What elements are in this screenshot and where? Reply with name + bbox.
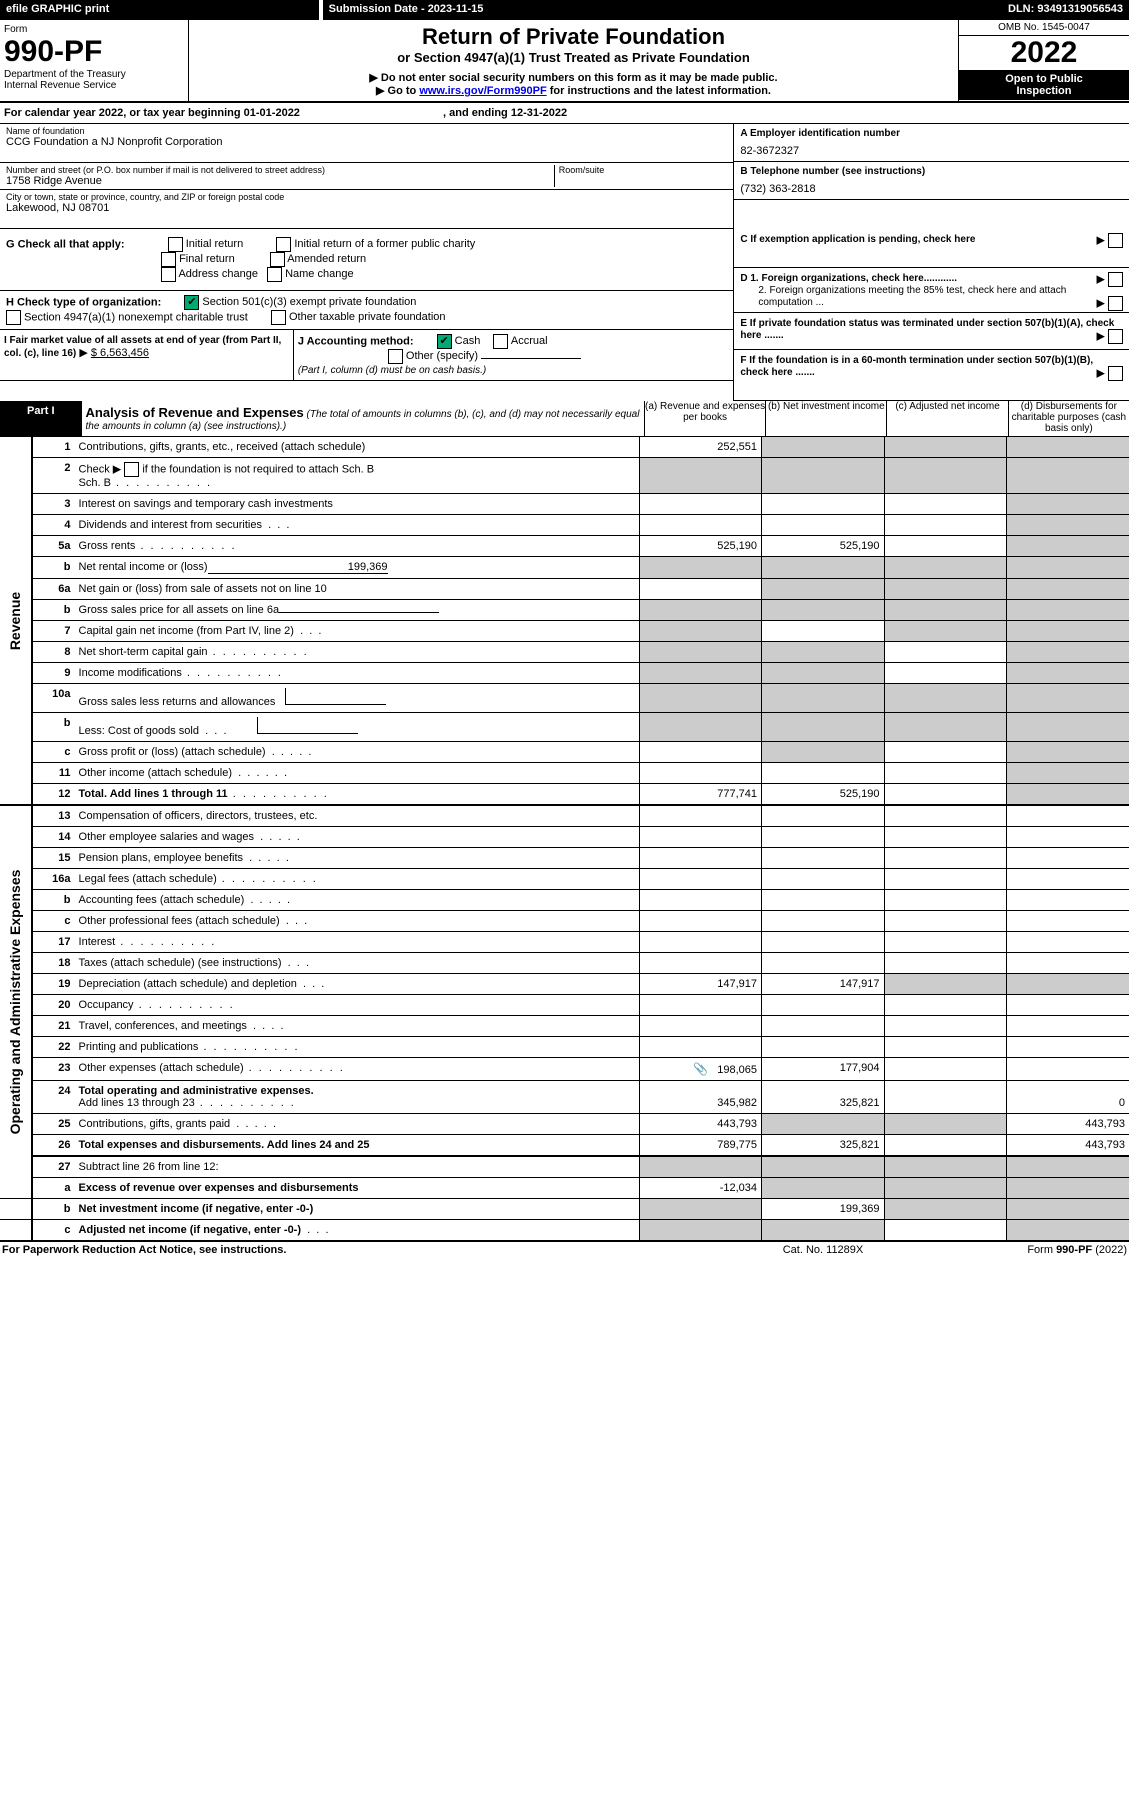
initial-return-chk[interactable]: [168, 237, 183, 252]
c-chk[interactable]: [1108, 233, 1123, 248]
col-c: (c) Adjusted net income: [887, 401, 1008, 437]
col-b: (b) Net investment income: [766, 401, 887, 437]
d1-chk[interactable]: [1108, 272, 1123, 287]
g-label: G Check all that apply:: [6, 238, 125, 250]
i-value: $ 6,563,456: [91, 347, 149, 359]
form-subtitle: or Section 4947(a)(1) Trust Treated as P…: [193, 50, 954, 65]
e-chk[interactable]: [1108, 329, 1123, 344]
f-label: F If the foundation is in a 60-month ter…: [740, 355, 1093, 378]
calendar-year-row: For calendar year 2022, or tax year begi…: [0, 103, 1129, 124]
revenue-label: Revenue: [7, 591, 23, 649]
phone: (732) 363-2818: [740, 183, 1123, 195]
addr-label: Number and street (or P.O. box number if…: [6, 165, 554, 175]
submission-date: Submission Date - 2023-11-15: [321, 0, 782, 19]
d2-chk[interactable]: [1108, 296, 1123, 311]
h-label: H Check type of organization:: [6, 296, 161, 308]
page-footer: For Paperwork Reduction Act Notice, see …: [0, 1242, 1129, 1258]
h4947-chk[interactable]: [6, 310, 21, 325]
part1-header: Part I Analysis of Revenue and Expenses …: [0, 401, 1129, 437]
form-header: Form 990-PF Department of the Treasury I…: [0, 20, 1129, 103]
schb-chk[interactable]: [124, 462, 139, 477]
j-note: (Part I, column (d) must be on cash basi…: [298, 365, 486, 376]
goto-link[interactable]: www.irs.gov/Form990PF: [419, 85, 546, 97]
attach-icon[interactable]: 📎: [693, 1062, 708, 1076]
footer-left: For Paperwork Reduction Act Notice, see …: [0, 1242, 721, 1258]
open-inspection: Open to Public Inspection: [959, 70, 1129, 100]
tax-year: 2022: [959, 36, 1129, 70]
amended-chk[interactable]: [270, 252, 285, 267]
foundation-info: Name of foundation CCG Foundation a NJ N…: [0, 124, 1129, 229]
initial-former-chk[interactable]: [276, 237, 291, 252]
hother-chk[interactable]: [271, 310, 286, 325]
dept: Department of the Treasury: [4, 69, 184, 80]
j-cash-chk[interactable]: ✔: [437, 334, 452, 349]
expenses-label: Operating and Administrative Expenses: [7, 870, 23, 1135]
col-d: (d) Disbursements for charitable purpose…: [1008, 401, 1129, 437]
e-label: E If private foundation status was termi…: [740, 318, 1114, 341]
line1-a: 252,551: [639, 437, 761, 458]
line1-label: Contributions, gifts, grants, etc., rece…: [75, 437, 640, 458]
part1-label: Part I: [0, 401, 82, 437]
h501-chk[interactable]: ✔: [184, 295, 199, 310]
j-other-chk[interactable]: [388, 349, 403, 364]
irs: Internal Revenue Service: [4, 80, 184, 91]
final-return-chk[interactable]: [161, 252, 176, 267]
top-bar: efile GRAPHIC print Submission Date - 20…: [0, 0, 1129, 20]
footer-cat: Cat. No. 11289X: [721, 1242, 925, 1258]
ein-label: A Employer identification number: [740, 128, 1123, 139]
form-title: Return of Private Foundation: [193, 24, 954, 50]
goto-pre: ▶ Go to: [376, 85, 419, 97]
name-label: Name of foundation: [6, 126, 727, 136]
form-number: 990-PF: [4, 35, 184, 69]
address: 1758 Ridge Avenue: [6, 175, 554, 187]
omb: OMB No. 1545-0047: [959, 20, 1129, 36]
ssn-warning: ▶ Do not enter social security numbers o…: [193, 71, 954, 84]
name-change-chk[interactable]: [267, 267, 282, 282]
efile-btn[interactable]: efile GRAPHIC print: [0, 0, 321, 19]
check-block: G Check all that apply: Initial return I…: [0, 229, 1129, 401]
form-label: Form: [4, 24, 184, 35]
foundation-name: CCG Foundation a NJ Nonprofit Corporatio…: [6, 136, 727, 148]
dln: DLN: 93491319056543: [782, 0, 1129, 19]
j-accrual-chk[interactable]: [493, 334, 508, 349]
c-label: C If exemption application is pending, c…: [740, 234, 975, 245]
phone-label: B Telephone number (see instructions): [740, 166, 1123, 177]
city: Lakewood, NJ 08701: [6, 202, 727, 214]
goto-post: for instructions and the latest informat…: [547, 85, 771, 97]
addr-change-chk[interactable]: [161, 267, 176, 282]
f-chk[interactable]: [1108, 366, 1123, 381]
col-a: (a) Revenue and expenses per books: [644, 401, 765, 437]
part1-title: Analysis of Revenue and Expenses: [86, 405, 304, 420]
part1-table: Revenue 1 Contributions, gifts, grants, …: [0, 437, 1129, 1242]
city-label: City or town, state or province, country…: [6, 192, 727, 202]
room-label: Room/suite: [559, 165, 728, 175]
ein: 82-3672327: [740, 145, 1123, 157]
j-label: J Accounting method:: [298, 335, 414, 347]
